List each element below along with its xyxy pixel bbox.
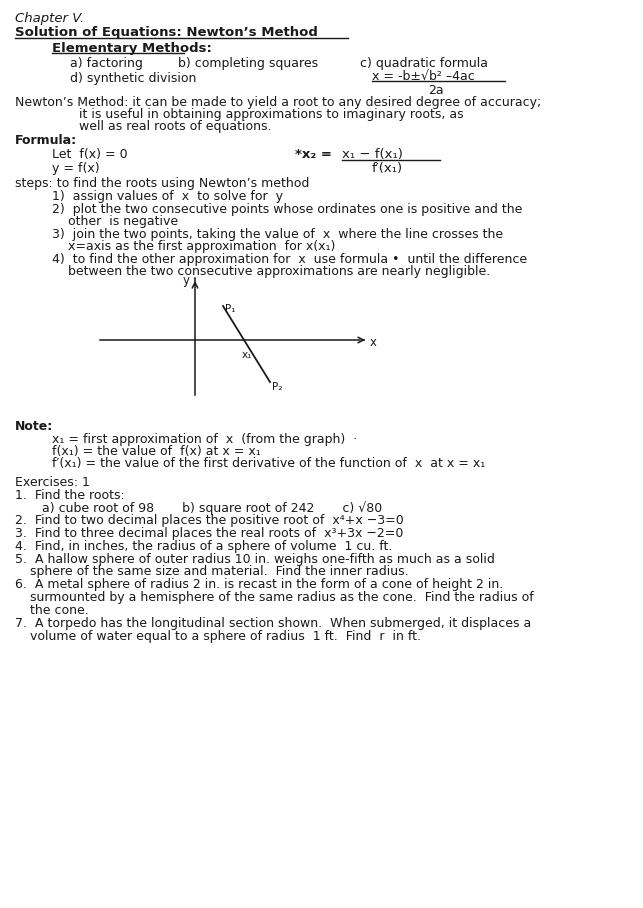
Text: f′(x₁): f′(x₁) (372, 162, 403, 175)
Text: Newton’s Method: it can be made to yield a root to any desired degree of accurac: Newton’s Method: it can be made to yield… (15, 96, 541, 109)
Text: well as real roots of equations.: well as real roots of equations. (15, 120, 271, 133)
Text: 2)  plot the two consecutive points whose ordinates one is positive and the: 2) plot the two consecutive points whose… (52, 203, 522, 216)
Text: steps: to find the roots using Newton’s method: steps: to find the roots using Newton’s … (15, 177, 309, 190)
Text: x=axis as the first approximation  for x(x₁): x=axis as the first approximation for x(… (68, 240, 336, 253)
Text: Exercises: 1: Exercises: 1 (15, 476, 90, 489)
Text: 5.  A hallow sphere of outer radius 10 in. weighs one-fifth as much as a solid: 5. A hallow sphere of outer radius 10 in… (15, 553, 495, 566)
Text: 2.  Find to two decimal places the positive root of  x⁴+x −3=0: 2. Find to two decimal places the positi… (15, 514, 404, 527)
Text: Formula:: Formula: (15, 134, 77, 147)
Text: f(x₁) = the value of  f(x) at x = x₁: f(x₁) = the value of f(x) at x = x₁ (52, 445, 261, 458)
Text: y = f(x): y = f(x) (52, 162, 100, 175)
Text: 6.  A metal sphere of radius 2 in. is recast in the form of a cone of height 2 i: 6. A metal sphere of radius 2 in. is rec… (15, 578, 503, 591)
Text: f′(x₁) = the value of the first derivative of the function of  x  at x = x₁: f′(x₁) = the value of the first derivati… (52, 457, 485, 470)
Text: 2a: 2a (428, 84, 444, 97)
Text: x: x (370, 336, 377, 349)
Text: y: y (183, 274, 190, 287)
Text: Let  f(x) = 0: Let f(x) = 0 (52, 148, 127, 161)
Text: volume of water equal to a sphere of radius  1 ft.  Find  r  in ft.: volume of water equal to a sphere of rad… (30, 630, 421, 643)
Text: 7.  A torpedo has the longitudinal section shown.  When submerged, it displaces : 7. A torpedo has the longitudinal sectio… (15, 617, 531, 630)
Text: the cone.: the cone. (30, 604, 89, 617)
Text: it is useful in obtaining approximations to imaginary roots, as: it is useful in obtaining approximations… (15, 108, 464, 121)
Text: a) cube root of 98       b) square root of 242       c) √80: a) cube root of 98 b) square root of 242… (42, 501, 382, 515)
Text: between the two consecutive approximations are nearly negligible.: between the two consecutive approximatio… (68, 265, 490, 278)
Text: 1.  Find the roots:: 1. Find the roots: (15, 489, 125, 502)
Text: P₁: P₁ (225, 304, 235, 314)
Text: P₂: P₂ (272, 382, 282, 392)
Text: sphere of the same size and material.  Find the inner radius.: sphere of the same size and material. Fi… (30, 565, 408, 578)
Text: d) synthetic division: d) synthetic division (70, 72, 196, 85)
Text: x₁: x₁ (242, 350, 253, 360)
Text: 3.  Find to three decimal places the real roots of  x³+3x −2=0: 3. Find to three decimal places the real… (15, 527, 403, 540)
Text: Chapter V.: Chapter V. (15, 12, 84, 25)
Text: Solution of Equations: Newton’s Method: Solution of Equations: Newton’s Method (15, 26, 318, 39)
Text: b) completing squares: b) completing squares (178, 57, 318, 70)
Text: 4.  Find, in inches, the radius of a sphere of volume  1 cu. ft.: 4. Find, in inches, the radius of a sphe… (15, 540, 392, 553)
Text: x₁ − f(x₁): x₁ − f(x₁) (342, 148, 403, 161)
Text: surmounted by a hemisphere of the same radius as the cone.  Find the radius of: surmounted by a hemisphere of the same r… (30, 591, 534, 604)
Text: Elementary Methods:: Elementary Methods: (52, 42, 212, 55)
Text: c) quadratic formula: c) quadratic formula (360, 57, 488, 70)
Text: 4)  to find the other approximation for  x  use formula •  until the difference: 4) to find the other approximation for x… (52, 253, 527, 266)
Text: x = -b±√b² –4ac: x = -b±√b² –4ac (372, 70, 475, 83)
Text: Note:: Note: (15, 420, 53, 433)
Text: x₁ = first approximation of  x  (from the graph)  ·: x₁ = first approximation of x (from the … (52, 433, 358, 446)
Text: a) factoring: a) factoring (70, 57, 143, 70)
Text: other  is negative: other is negative (68, 215, 178, 228)
Text: 1)  assign values of  x  to solve for  y: 1) assign values of x to solve for y (52, 190, 283, 203)
Text: 3)  join the two points, taking the value of  x  where the line crosses the: 3) join the two points, taking the value… (52, 228, 503, 241)
Text: *x₂ =: *x₂ = (295, 148, 332, 161)
